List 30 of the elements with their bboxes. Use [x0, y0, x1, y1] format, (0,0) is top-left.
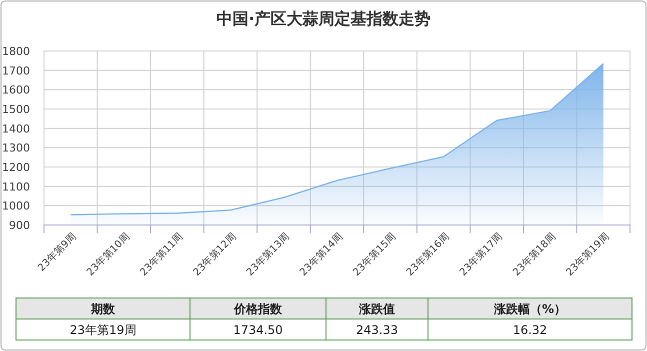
x-tick-label: 23年第13周: [244, 230, 292, 278]
x-tick-label: 23年第11周: [138, 230, 186, 278]
text: 价格指数: [233, 302, 283, 316]
y-tick-label: 1300: [2, 142, 30, 155]
y-tick-label: 1600: [2, 84, 30, 97]
y-tick-label: 1100: [2, 180, 30, 194]
text: 期数: [90, 302, 116, 316]
x-tick-label: 23年第15周: [350, 230, 398, 278]
x-tick-label: 23年第12周: [190, 230, 239, 278]
x-tick-label: 23年第18周: [510, 230, 558, 278]
x-tick-label: 23年第17周: [457, 230, 505, 278]
x-tick-label: 23年第16周: [404, 230, 452, 278]
y-tick-label: 1000: [2, 200, 30, 213]
x-tick-label: 23年第19周: [564, 230, 612, 278]
chart-title: 中国·产区大蒜周定基指数走势: [216, 9, 431, 28]
text: 16.32: [512, 323, 548, 337]
x-tick-label: 23年第10周: [84, 230, 132, 278]
text: 1734.50: [233, 323, 283, 337]
text: 涨跌幅（%）: [492, 302, 566, 316]
y-tick-label: 1700: [2, 64, 30, 78]
x-tick-label: 23年第9周: [36, 230, 79, 274]
text: 23年第19周: [70, 323, 136, 337]
y-tick-label: 900: [9, 219, 30, 232]
text: 243.33: [356, 323, 398, 337]
y-tick-label: 1400: [2, 122, 30, 136]
y-tick-label: 1200: [2, 161, 30, 174]
y-tick-label: 1800: [2, 45, 30, 58]
text: 涨跌值: [358, 302, 395, 316]
y-tick-label: 1500: [2, 103, 30, 116]
x-tick-label: 23年第14周: [297, 230, 346, 278]
